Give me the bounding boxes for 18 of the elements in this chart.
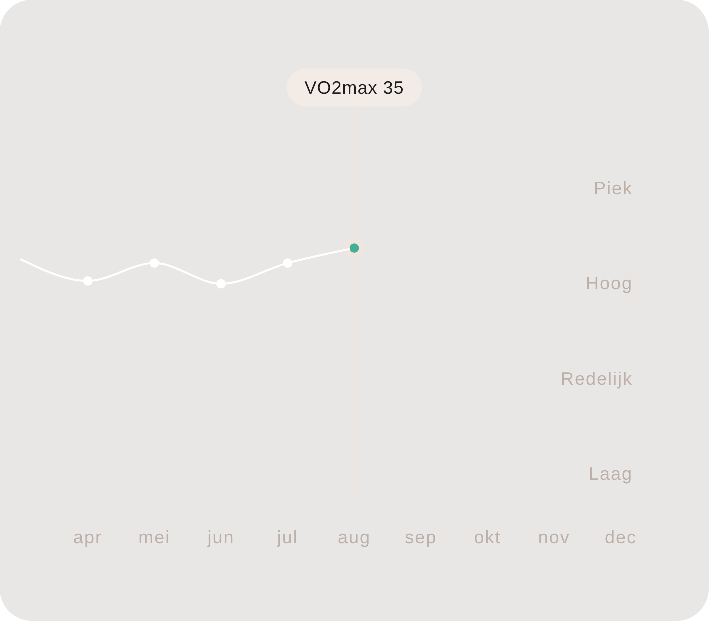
annotation: Hoog	[586, 274, 633, 294]
x-tick-label: dec	[604, 527, 638, 548]
point	[216, 279, 226, 289]
x-tick-label: sep	[405, 527, 438, 548]
x-tick-label: mei	[138, 527, 171, 548]
point	[83, 276, 93, 286]
text: Piek	[594, 178, 633, 198]
text: Redelijk	[560, 368, 633, 389]
x-tick-label: jul	[276, 527, 298, 548]
point	[283, 258, 293, 268]
point	[150, 258, 160, 268]
x-tick-label: jun	[206, 527, 235, 548]
x-tick-label: nov	[538, 527, 570, 548]
ref-line-label: VO2max 35	[304, 78, 404, 98]
x-tick-label: aug	[338, 527, 372, 548]
text: Laag	[588, 464, 633, 484]
x-tick-label: apr	[74, 527, 103, 548]
x-tick-label: okt	[474, 527, 502, 548]
